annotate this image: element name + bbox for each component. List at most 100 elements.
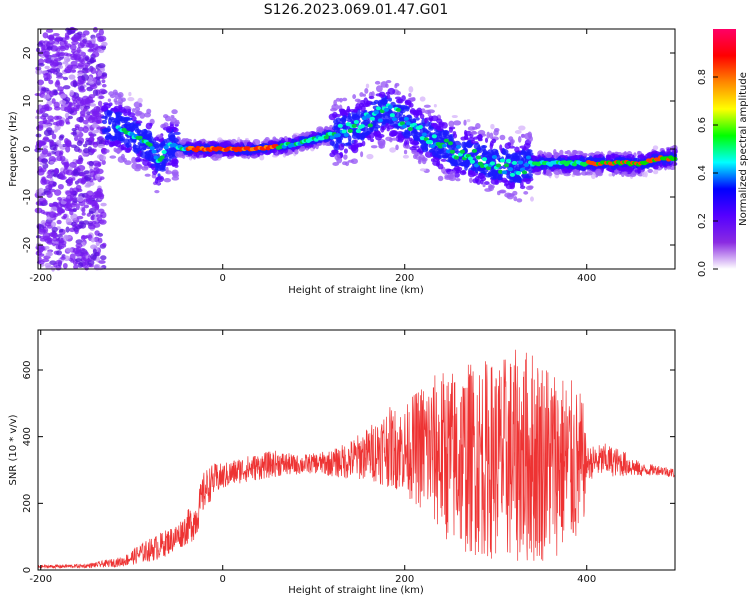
spectrogram-ridge-point <box>359 124 365 129</box>
spectrogram-point <box>241 155 249 159</box>
spectrogram-point <box>360 105 366 112</box>
spectrogram-noise-dot <box>57 196 62 201</box>
spectrogram-ridge-point <box>491 154 498 159</box>
spectrogram-point <box>368 95 375 100</box>
spectrogram-point <box>109 94 116 99</box>
spectrogram-noise-dot <box>57 51 65 57</box>
spectrogram-point <box>402 154 409 159</box>
spectrogram-point <box>483 181 490 185</box>
spectrogram-noise-dot <box>65 247 73 253</box>
spectrogram-point <box>455 178 461 182</box>
spectrogram-noise-dot <box>84 184 91 188</box>
spectrogram-point <box>224 140 232 147</box>
spectrogram-noise-dot <box>74 258 83 263</box>
spectrogram-noise-dot <box>58 239 64 246</box>
spectrogram-point <box>463 119 467 126</box>
spectrogram-noise-dot <box>97 71 103 77</box>
spectrogram-point <box>151 166 157 171</box>
spectrogram-noise-dot <box>41 176 46 184</box>
spectrogram-noise-dot <box>43 94 51 100</box>
spectrogram-point <box>280 137 286 144</box>
spectrogram-point <box>561 167 568 174</box>
spectrogram-point <box>543 167 547 175</box>
spectrogram-point <box>147 161 152 167</box>
spectrogram-point <box>484 151 492 158</box>
spectrogram-ridge-point <box>501 170 508 175</box>
spectrogram-point <box>294 148 299 155</box>
spectrogram-noise-dot <box>89 114 98 121</box>
spectrogram-noise-dot <box>52 32 60 37</box>
spectrogram-point <box>473 142 481 150</box>
spectrogram-ridge-point <box>403 116 409 121</box>
spectrogram-point <box>494 180 500 185</box>
spectrogram-ridge-point <box>361 116 367 121</box>
spectrogram-ridge-point <box>343 132 349 137</box>
spectrogram-ridge-point <box>327 131 333 136</box>
spectrogram-point <box>143 128 148 136</box>
spectrogram-noise-dot <box>42 145 49 149</box>
spectrogram-point <box>101 128 108 133</box>
spectrogram-point <box>375 85 383 93</box>
spectrogram-ridge-point <box>429 144 435 149</box>
spectrogram-ytick-label: 0 <box>22 146 33 152</box>
spectrogram-point <box>349 109 357 113</box>
spectrogram-noise-dot <box>93 111 99 116</box>
spectrogram-point <box>525 185 534 191</box>
spectrogram-point <box>171 171 179 175</box>
spectrogram-point <box>489 142 493 150</box>
spectrogram-point <box>193 152 198 157</box>
spectrogram-point <box>419 168 427 172</box>
spectrogram-noise-dot <box>42 235 51 241</box>
spectrogram-point <box>533 167 541 172</box>
spectrogram-noise-dot <box>40 115 47 120</box>
spectrogram-point <box>647 168 653 173</box>
spectrogram-point <box>512 190 518 196</box>
spectrogram-point <box>571 149 577 155</box>
spectrogram-noise-dot <box>81 99 89 105</box>
spectrogram-point <box>373 130 382 137</box>
spectrogram-point <box>343 154 348 160</box>
spectrogram-point <box>545 151 553 159</box>
spectrogram-noise-dot <box>92 26 98 33</box>
spectrogram-noise-dot <box>92 141 98 148</box>
spectrogram-noise-dot <box>82 126 89 133</box>
spectrogram-noise-dot <box>77 71 84 78</box>
spectrogram-noise-dot <box>59 150 64 155</box>
spectrogram-point <box>419 96 426 102</box>
spectrogram-point <box>509 183 515 190</box>
spectrogram-point <box>475 123 481 129</box>
spectrogram-point <box>342 125 346 130</box>
spectrogram-noise-dot <box>92 48 97 53</box>
spectrogram-point <box>359 92 364 97</box>
spectrogram-ridge-point <box>489 161 496 166</box>
spectrogram-ridge-point <box>517 160 524 165</box>
snr-ylabel: SNR (10 * v/v) <box>8 414 19 485</box>
spectrogram-point <box>385 122 390 129</box>
spectrogram-point <box>155 166 159 171</box>
spectrogram-noise-dot <box>93 170 99 175</box>
spectrogram-point <box>139 112 146 119</box>
spectrogram-noise-dot <box>54 80 61 88</box>
spectrogram-xtick-label: -200 <box>29 273 52 284</box>
spectrogram-noise-dot <box>73 146 81 153</box>
spectrogram-noise-dot <box>47 250 52 257</box>
spectrogram-ridge-point <box>469 159 476 164</box>
spectrogram-point <box>490 167 494 171</box>
spectrogram-noise-dot <box>51 231 58 239</box>
spectrogram-point <box>395 144 399 151</box>
spectrogram-point <box>514 130 522 135</box>
snr-xtick-label: 0 <box>220 574 226 585</box>
spectrogram-point <box>338 143 345 151</box>
spectrogram-noise-dot <box>84 174 92 181</box>
spectrogram-noise-dot <box>101 41 108 47</box>
spectrogram-ridge-point <box>521 170 528 175</box>
spectrogram-point <box>123 123 128 128</box>
spectrogram-point <box>513 179 519 183</box>
spectrogram-point <box>211 153 220 161</box>
spectrogram-ridge-point <box>389 113 395 118</box>
spectrogram-noise-dot <box>90 148 95 154</box>
spectrogram-point <box>335 139 343 145</box>
spectrogram-noise-dot <box>37 253 45 257</box>
spectrogram-ylabel: Frequency (Hz) <box>8 111 19 187</box>
spectrogram-point <box>460 136 467 141</box>
